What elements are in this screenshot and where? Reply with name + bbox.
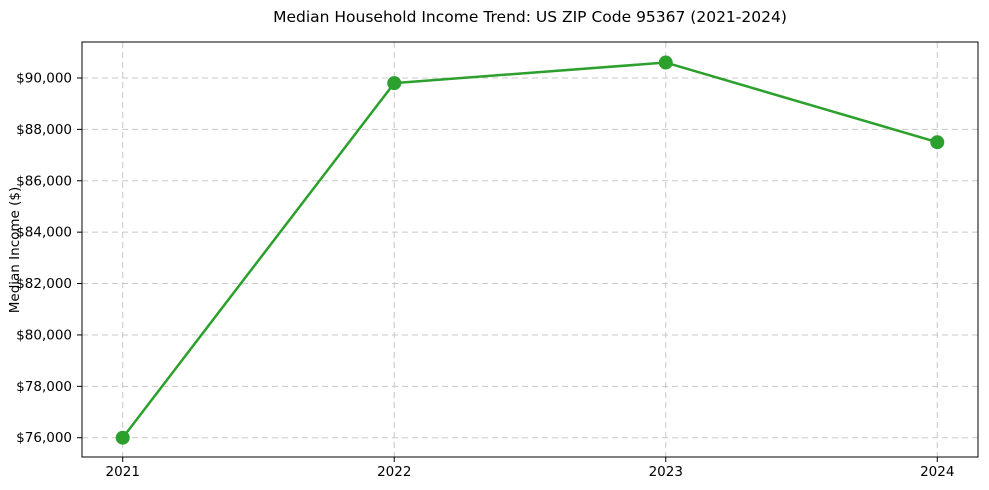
y-tick-label: $82,000: [16, 276, 72, 292]
chart-title: Median Household Income Trend: US ZIP Co…: [273, 8, 787, 26]
x-tick-label: 2022: [377, 464, 411, 480]
trend-line: [121, 61, 939, 439]
y-tick-label: $78,000: [16, 379, 72, 395]
y-tick-label: $76,000: [16, 430, 72, 446]
y-tick-label: $86,000: [16, 173, 72, 189]
y-tick-label: $80,000: [16, 327, 72, 343]
plot-border: [81, 41, 979, 458]
y-tick-label: $88,000: [16, 122, 72, 138]
y-tick-label: $84,000: [16, 225, 72, 241]
x-tick-label: 2021: [106, 464, 140, 480]
y-tick-label: $90,000: [16, 70, 72, 86]
x-tick-label: 2023: [649, 464, 683, 480]
x-tick-label: 2024: [920, 464, 954, 480]
data-point: [387, 76, 402, 91]
data-point: [115, 430, 130, 445]
data-point: [658, 55, 673, 70]
data-point: [930, 135, 945, 150]
